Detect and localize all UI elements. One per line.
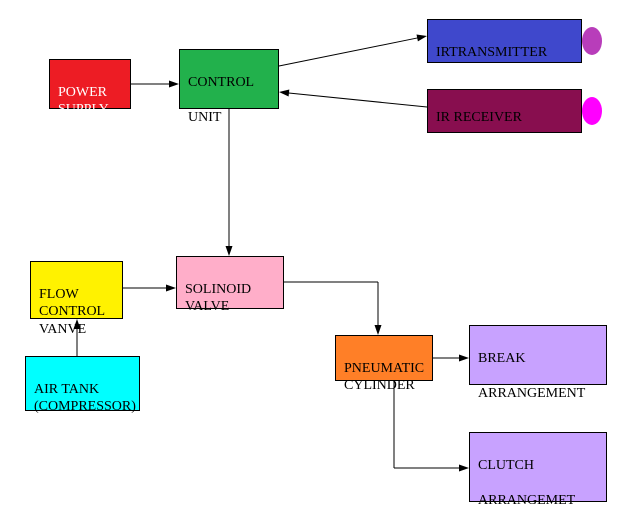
node-flow-control-valve: FLOW CONTROL VANVE — [30, 261, 123, 319]
node-power-supply: POWER SUPPLY — [49, 59, 131, 109]
node-label: CONTROL UNIT — [188, 75, 254, 125]
node-label: AIR TANK (COMPRESSOR) — [34, 382, 136, 415]
node-label: IR RECEIVER — [436, 109, 522, 127]
node-control-unit: CONTROL UNIT — [179, 49, 279, 109]
node-label: SOLINOID VALVE — [185, 282, 251, 315]
node-air-tank: AIR TANK (COMPRESSOR) — [25, 356, 140, 411]
node-ir-transmitter: IRTRANSMITTER — [427, 19, 582, 63]
node-clutch-arrangement: CLUTCH ARRANGEMET — [469, 432, 607, 502]
node-solinoid-valve: SOLINOID VALVE — [176, 256, 284, 309]
node-break-arrangement: BREAK ARRANGEMENT — [469, 325, 607, 385]
diagram-canvas: POWER SUPPLY CONTROL UNIT IRTRANSMITTER … — [0, 0, 633, 526]
node-label: BREAK ARRANGEMENT — [478, 351, 585, 401]
node-pneumatic-cylinder: PNEUMATIC CYLINDER — [335, 335, 433, 381]
ir-receiver-tip-icon — [582, 97, 602, 125]
node-label: FLOW CONTROL VANVE — [39, 287, 105, 337]
node-label: POWER SUPPLY — [58, 85, 109, 118]
node-label: CLUTCH ARRANGEMET — [478, 458, 575, 508]
node-label: IRTRANSMITTER — [436, 45, 547, 60]
node-label: PNEUMATIC CYLINDER — [344, 361, 424, 394]
node-ir-receiver: IR RECEIVER — [427, 89, 582, 133]
ir-transmitter-tip-icon — [582, 27, 602, 55]
